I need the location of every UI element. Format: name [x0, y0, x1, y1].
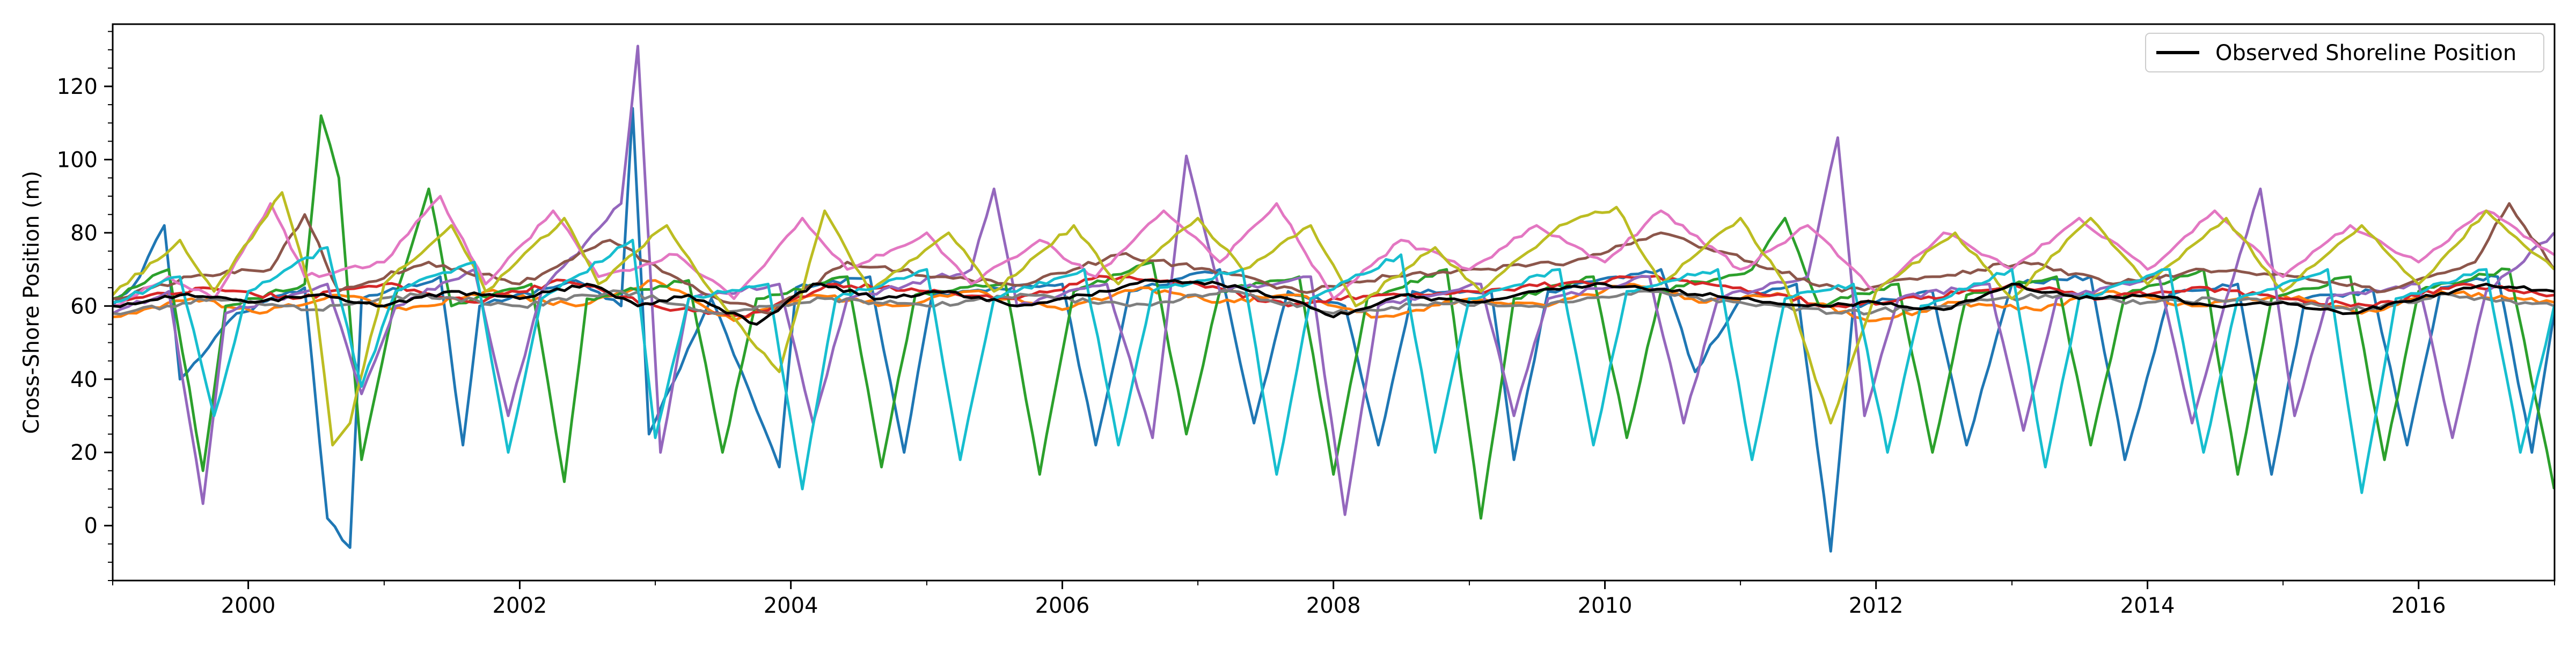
y-tick-label: 0 [84, 514, 98, 539]
x-tick-label: 2008 [1306, 593, 1361, 618]
legend-label: Observed Shoreline Position [2215, 41, 2516, 65]
x-axis: 2000 2002 2004 2006 2008 2010 2012 2014 2016 [112, 581, 2555, 618]
observed-shoreline-line [113, 278, 2555, 326]
y-tick-label: 120 [57, 75, 98, 99]
x-tick-label: 2010 [1578, 593, 1633, 618]
legend-box [2145, 33, 2544, 72]
x-tick-label: 2000 [221, 593, 276, 618]
x-tick-label: 2006 [1035, 593, 1090, 618]
y-tick-label: 20 [70, 441, 98, 465]
x-tick-label: 2012 [1849, 593, 1904, 618]
ensemble-line-6 [113, 202, 2555, 315]
y-tick-label: 60 [70, 294, 98, 319]
y-tick-label: 100 [57, 148, 98, 172]
ensemble-line-1 [113, 107, 2555, 553]
ensemble-line-9 [113, 191, 2555, 447]
x-tick-label: 2004 [764, 593, 818, 618]
x-tick-label: 2014 [2120, 593, 2175, 618]
ensemble-line-10 [113, 239, 2555, 494]
ensemble-line-8 [113, 289, 2555, 315]
ensemble-line-7 [113, 195, 2555, 307]
legend: Observed Shoreline Position [2145, 33, 2544, 72]
x-tick-label: 2002 [493, 593, 547, 618]
y-tick-label: 40 [70, 368, 98, 392]
ensemble-line-3 [113, 114, 2555, 520]
y-axis-label: Cross-Shore Position (m) [19, 171, 44, 434]
y-axis: 0 20 40 60 80 100 120 [57, 31, 113, 581]
y-tick-label: 80 [70, 221, 98, 246]
x-tick-label: 2016 [2391, 593, 2446, 618]
plot-frame [112, 23, 2556, 582]
observed-series-group [113, 278, 2555, 326]
